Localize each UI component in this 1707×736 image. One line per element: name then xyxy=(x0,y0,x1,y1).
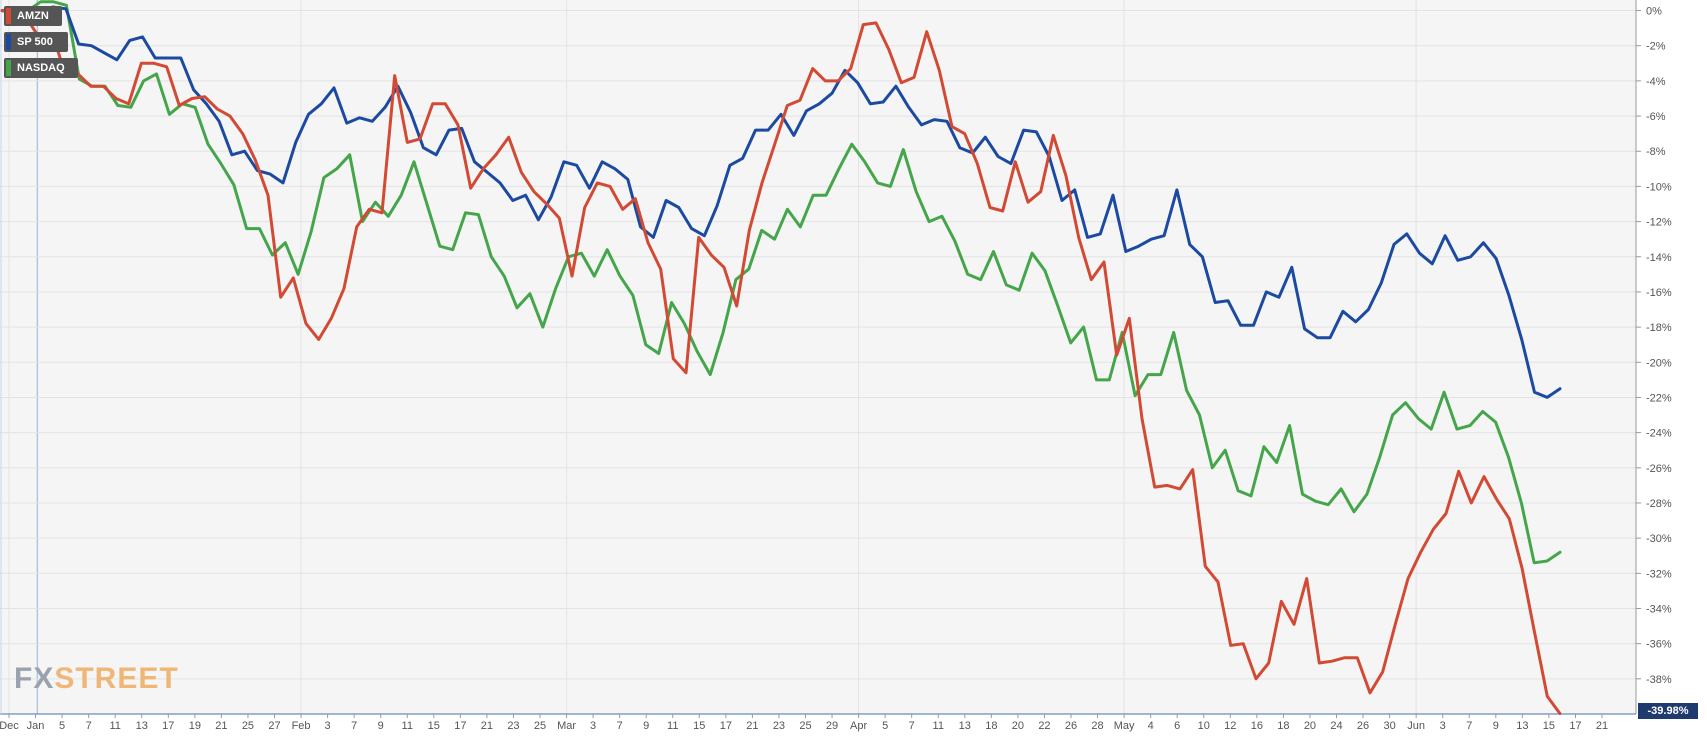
x-tick-label: Feb xyxy=(292,720,311,732)
y-tick-label: -6% xyxy=(1646,111,1666,123)
y-tick-label: -8% xyxy=(1646,146,1666,158)
x-tick-label: 21 xyxy=(1596,720,1608,732)
series-line-sp-500 xyxy=(0,5,1562,399)
x-tick-label: 3 xyxy=(325,720,331,732)
x-tick-label: 19 xyxy=(189,720,201,732)
x-tick-label: 7 xyxy=(351,720,357,732)
x-tick-label: 22 xyxy=(1038,720,1050,732)
x-tick-label: 13 xyxy=(959,720,971,732)
x-tick-label: 27 xyxy=(268,720,280,732)
x-tick-label: 13 xyxy=(1516,720,1528,732)
x-tick-label: 10 xyxy=(1198,720,1210,732)
x-tick-label: 26 xyxy=(1357,720,1369,732)
x-tick-label: 30 xyxy=(1383,720,1395,732)
y-tick-label: -20% xyxy=(1646,357,1672,369)
fxstreet-logo: FXSTREET xyxy=(14,662,179,696)
y-tick-label: -28% xyxy=(1646,498,1672,510)
x-tick-label: 3 xyxy=(590,720,596,732)
x-tick-label: 26 xyxy=(1065,720,1077,732)
x-tick-label: 29 xyxy=(826,720,838,732)
legend-label-sp500: SP 500 xyxy=(17,36,53,48)
y-tick-label: -18% xyxy=(1646,322,1672,334)
y-tick-label: -2% xyxy=(1646,41,1666,53)
legend-item-sp500[interactable]: SP 500 xyxy=(4,32,68,52)
legend-label-nasdaq: NASDAQ xyxy=(17,62,65,74)
x-tick-label: Apr xyxy=(850,720,867,732)
x-tick-label: 7 xyxy=(1466,720,1472,732)
x-tick-label: 18 xyxy=(1277,720,1289,732)
x-tick-label: Mar xyxy=(557,720,576,732)
x-tick-label: 17 xyxy=(1569,720,1581,732)
x-tick-label: 6 xyxy=(1174,720,1180,732)
x-tick-label: 7 xyxy=(909,720,915,732)
y-tick-label: -22% xyxy=(1646,392,1672,404)
x-tick-label: 20 xyxy=(1012,720,1024,732)
x-tick-label: 24 xyxy=(1330,720,1342,732)
legend-item-amzn[interactable]: AMZN xyxy=(4,6,62,26)
x-tick-label: 21 xyxy=(215,720,227,732)
series-line-amzn xyxy=(0,9,1562,716)
x-tick-label: 5 xyxy=(59,720,65,732)
logo-part-street: STREET xyxy=(54,662,179,695)
series-line-nasdaq xyxy=(0,0,1562,565)
x-tick-label: 17 xyxy=(162,720,174,732)
y-tick-label: -24% xyxy=(1646,428,1672,440)
x-tick-label: Jan xyxy=(27,720,45,732)
y-tick-label: -26% xyxy=(1646,463,1672,475)
x-tick-label: 11 xyxy=(402,720,413,732)
x-tick-label: Jun xyxy=(1407,720,1425,732)
x-tick-label: 5 xyxy=(882,720,888,732)
x-tick-label: 9 xyxy=(378,720,384,732)
y-tick-label: -34% xyxy=(1646,603,1672,615)
y-tick-label: -38% xyxy=(1646,674,1672,686)
x-tick-label: 20 xyxy=(1304,720,1316,732)
x-tick-label: 15 xyxy=(1543,720,1555,732)
legend-swatch-sp500 xyxy=(6,34,11,50)
y-tick-label: -36% xyxy=(1646,639,1672,651)
x-tick-label: 3 xyxy=(1440,720,1446,732)
x-tick-label: 21 xyxy=(481,720,493,732)
x-tick-label: 9 xyxy=(1493,720,1499,732)
x-tick-label: 15 xyxy=(428,720,440,732)
x-tick-label: 25 xyxy=(799,720,811,732)
y-tick-label: -32% xyxy=(1646,568,1672,580)
x-tick-label: 11 xyxy=(109,720,120,732)
y-tick-label: 0% xyxy=(1646,6,1662,18)
x-tick-label: 25 xyxy=(242,720,254,732)
x-tick-label: 13 xyxy=(136,720,148,732)
x-tick-label: 11 xyxy=(667,720,678,732)
x-tick-label: 25 xyxy=(534,720,546,732)
x-tick-label: 17 xyxy=(454,720,466,732)
y-tick-label: -4% xyxy=(1646,76,1666,88)
x-tick-label: 7 xyxy=(617,720,623,732)
x-tick-label: 18 xyxy=(985,720,997,732)
x-tick-label: 21 xyxy=(746,720,758,732)
x-tick-label: May xyxy=(1114,720,1135,732)
legend-label-amzn: AMZN xyxy=(17,10,49,22)
logo-part-fx: FX xyxy=(14,662,55,695)
x-tick-label: 11 xyxy=(933,720,944,732)
plot-area-background xyxy=(0,0,1636,714)
x-tick-label: 9 xyxy=(643,720,649,732)
y-tick-label: -14% xyxy=(1646,252,1672,264)
y-tick-label: -30% xyxy=(1646,533,1672,545)
x-tick-label: 16 xyxy=(1251,720,1263,732)
legend-item-nasdaq[interactable]: NASDAQ xyxy=(4,58,78,78)
y-tick-label: -12% xyxy=(1646,217,1672,229)
x-tick-label: 23 xyxy=(773,720,785,732)
y-tick-label: -10% xyxy=(1646,181,1672,193)
x-tick-label: Dec xyxy=(0,720,19,732)
x-tick-label: 23 xyxy=(507,720,519,732)
x-tick-label: 4 xyxy=(1148,720,1154,732)
x-tick-label: 15 xyxy=(693,720,705,732)
legend-swatch-nasdaq xyxy=(6,60,11,76)
y-tick-label: -16% xyxy=(1646,287,1672,299)
x-tick-label: 12 xyxy=(1224,720,1236,732)
x-tick-label: 7 xyxy=(86,720,92,732)
x-tick-label: 17 xyxy=(720,720,732,732)
last-value-badge: -39.98% xyxy=(1638,703,1698,719)
legend-swatch-amzn xyxy=(6,8,11,24)
x-tick-label: 28 xyxy=(1091,720,1103,732)
